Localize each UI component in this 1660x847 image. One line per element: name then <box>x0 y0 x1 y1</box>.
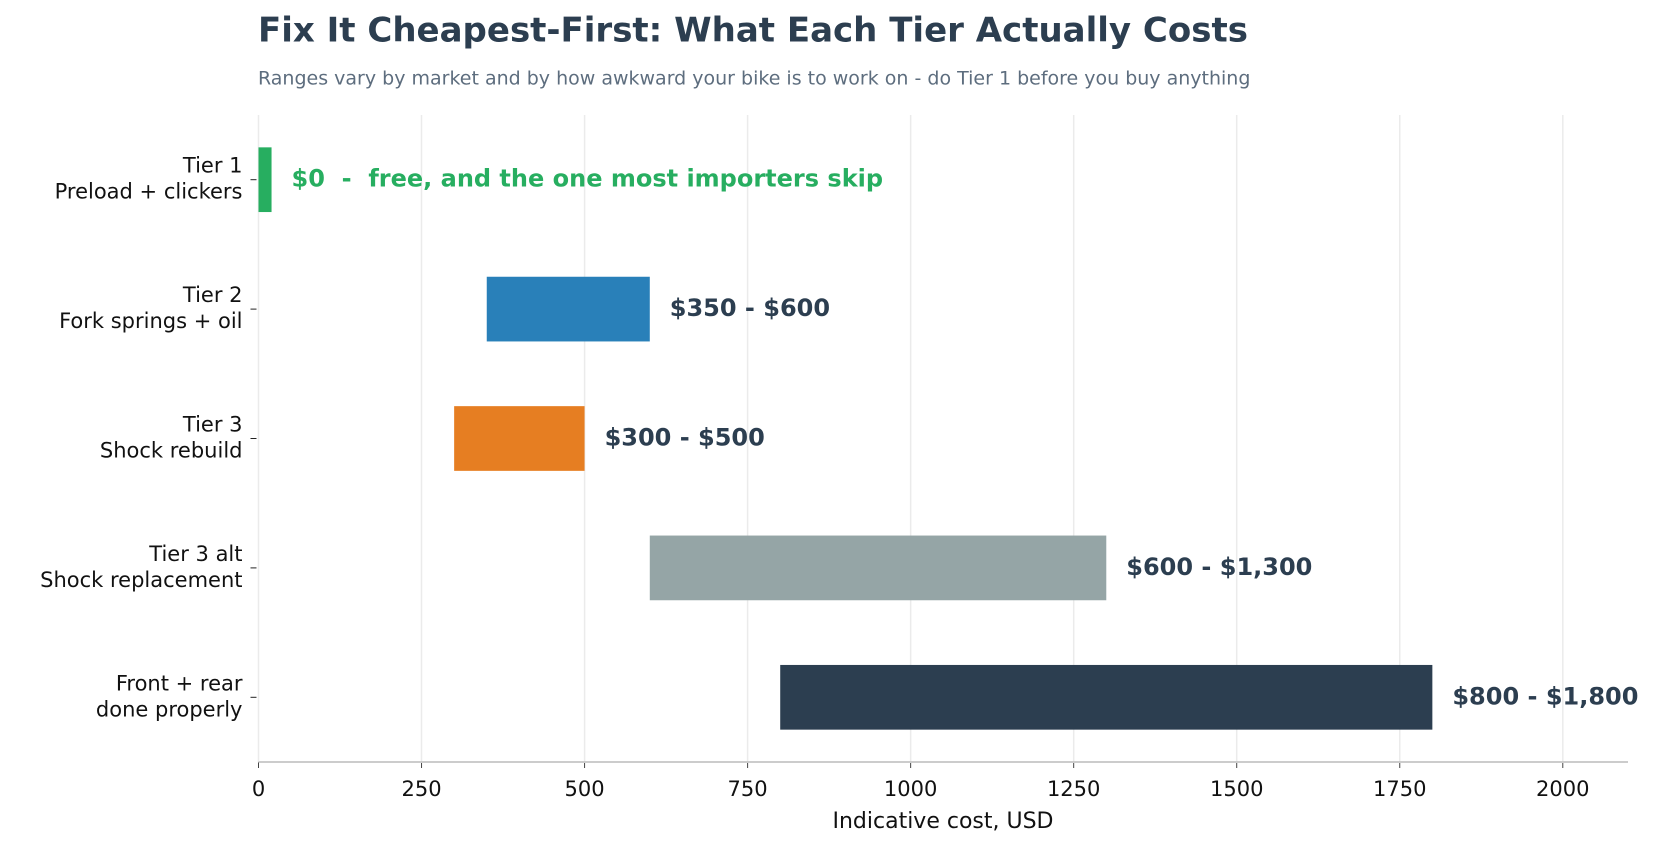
value-label: $300 - $500 <box>605 424 765 452</box>
x-tick-label: 500 <box>565 777 605 801</box>
y-tick-label: Front + rear done properly <box>96 671 243 721</box>
y-tick-label: Tier 1 Preload + clickers <box>55 154 243 204</box>
chart-title: Fix It Cheapest-First: What Each Tier Ac… <box>258 11 1248 51</box>
x-tick-label: 1750 <box>1373 777 1426 801</box>
x-tick-label: 1000 <box>884 777 937 801</box>
x-tick-label: 0 <box>252 777 265 801</box>
bar <box>649 535 1107 601</box>
bar <box>780 664 1433 730</box>
y-tick-label: Tier 3 alt Shock replacement <box>40 542 242 592</box>
x-tick-label: 1500 <box>1210 777 1263 801</box>
y-tick-label: Tier 2 Fork springs + oil <box>59 283 242 333</box>
bar <box>258 147 272 213</box>
bar <box>454 406 585 471</box>
bar <box>486 276 650 342</box>
chart-subtitle: Ranges vary by market and by how awkward… <box>258 68 1250 90</box>
value-label: $600 - $1,300 <box>1126 553 1312 581</box>
x-tick-label: 2000 <box>1536 777 1589 801</box>
x-axis-label: Indicative cost, USD <box>832 809 1053 834</box>
x-tick-label: 250 <box>401 777 441 801</box>
y-tick-label: Tier 3 Shock rebuild <box>100 413 243 463</box>
value-label: $800 - $1,800 <box>1452 682 1638 710</box>
value-label: $0 - free, and the one most importers sk… <box>292 165 884 193</box>
x-tick-label: 750 <box>728 777 768 801</box>
x-tick-label: 1250 <box>1047 777 1100 801</box>
value-label: $350 - $600 <box>670 294 830 322</box>
